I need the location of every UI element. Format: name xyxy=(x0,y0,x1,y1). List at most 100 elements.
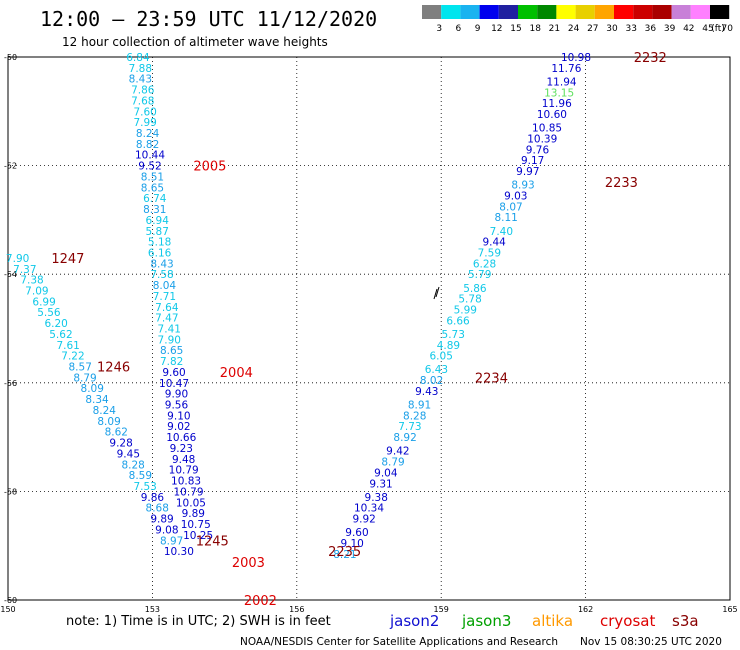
swh-value: 9.10 xyxy=(167,410,190,422)
swh-value: 8.04 xyxy=(153,280,177,292)
pass-time: 2232 xyxy=(634,51,667,66)
map-grid xyxy=(7,56,731,601)
pass-time: 2234 xyxy=(475,371,508,386)
axis-labels: 150 153 156 159 162 165 -50 -52 -54 -56 -58 -60 xyxy=(0,53,737,614)
swh-value: 9.04 xyxy=(374,467,398,479)
swh-value: 7.47 xyxy=(155,313,178,325)
legend-swatch xyxy=(652,5,672,19)
legend-label: 27 xyxy=(587,24,598,34)
swh-value: 8.28 xyxy=(121,459,144,471)
swh-value: 9.48 xyxy=(172,454,195,466)
swh-value: 9.76 xyxy=(526,144,550,156)
pass-time: 1247 xyxy=(51,252,84,267)
swh-value: 9.44 xyxy=(482,237,506,249)
legend-label: 70 xyxy=(721,24,733,34)
swh-value: 7.58 xyxy=(150,269,173,281)
legend-label: 36 xyxy=(645,24,657,34)
swh-value: 11.94 xyxy=(547,76,577,88)
swh-value: 10.25 xyxy=(183,530,213,542)
legend-swatch xyxy=(537,5,557,19)
x-tick-label: 156 xyxy=(289,605,304,614)
legend-swatch xyxy=(441,5,461,19)
swh-value: 4.89 xyxy=(437,340,460,352)
swh-value: 8.43 xyxy=(150,258,173,270)
swh-value: 8.82 xyxy=(136,139,159,151)
swh-value: 5.78 xyxy=(458,294,481,306)
swh-value: 8.24 xyxy=(136,128,160,140)
x-tick-label: 153 xyxy=(145,605,160,614)
swh-value: 8.43 xyxy=(129,74,152,86)
swh-value: 6.16 xyxy=(148,247,172,259)
swh-value: 7.41 xyxy=(158,324,181,336)
y-tick-label: -56 xyxy=(4,379,17,388)
legend-swatch xyxy=(479,5,499,19)
swh-value: 8.09 xyxy=(97,416,120,428)
y-tick-label: -52 xyxy=(4,162,17,171)
legend-label: 39 xyxy=(664,24,676,34)
swh-value: 5.99 xyxy=(454,304,477,316)
swh-value: 8.79 xyxy=(73,372,96,384)
legend-label: 30 xyxy=(606,24,618,34)
swh-value: 8.91 xyxy=(408,400,431,412)
swh-value: 9.31 xyxy=(369,478,392,490)
y-tick-label: -60 xyxy=(4,596,17,605)
legend-swatch xyxy=(671,5,691,19)
swh-value: 9.43 xyxy=(415,386,438,398)
swh-value: 5.18 xyxy=(148,237,171,249)
pin-icon xyxy=(433,286,440,300)
swh-value: 10.85 xyxy=(532,123,562,135)
swh-value: 7.60 xyxy=(133,106,156,118)
swh-value: 10.34 xyxy=(354,503,384,515)
swh-value: 5.73 xyxy=(442,329,465,341)
swh-value: 9.45 xyxy=(117,448,140,460)
map-title: 12:00 – 23:59 UTC 11/12/2020 xyxy=(40,7,377,31)
satellite-name: cryosat xyxy=(600,612,655,630)
swh-value: 8.51 xyxy=(141,171,164,183)
swh-value: 7.22 xyxy=(61,351,84,363)
swh-value: 6.99 xyxy=(32,296,55,308)
pass-time: 2003 xyxy=(232,556,265,571)
swh-value: 9.90 xyxy=(165,389,188,401)
swh-value: 7.64 xyxy=(155,302,179,314)
swh-value: 5.62 xyxy=(49,329,72,341)
swh-value: 9.23 xyxy=(170,443,193,455)
map-subtitle: 12 hour collection of altimeter wave hei… xyxy=(62,35,328,49)
pass-time: 2004 xyxy=(220,366,253,381)
swh-value: 9.42 xyxy=(386,446,409,458)
swh-value: 8.62 xyxy=(105,427,128,439)
legend-label: 24 xyxy=(568,24,580,34)
swh-value: 8.02 xyxy=(420,375,443,387)
swh-value: 7.68 xyxy=(131,95,154,107)
timestamp-text: Nov 15 08:30:25 UTC 2020 xyxy=(580,636,722,648)
swh-value: 9.60 xyxy=(162,367,185,379)
legend-unit: (ft) xyxy=(711,24,725,34)
pass-time: 2233 xyxy=(605,176,638,191)
swh-value: 6.20 xyxy=(44,318,67,330)
swh-value: 6.94 xyxy=(146,215,170,227)
swh-value: 7.53 xyxy=(133,481,156,493)
swh-value: 5.79 xyxy=(468,269,491,281)
footer-note: note: 1) Time is in UTC; 2) SWH is in fe… xyxy=(66,614,331,629)
swh-value: 8.68 xyxy=(146,503,169,515)
swh-value: 8.31 xyxy=(143,204,166,216)
swh-value: 6.74 xyxy=(143,193,167,205)
legend-swatch xyxy=(556,5,576,19)
legend-label: 12 xyxy=(491,24,502,34)
legend-label: 45 xyxy=(702,24,713,34)
swh-value: 8.59 xyxy=(129,470,152,482)
swh-value: 9.10 xyxy=(340,538,363,550)
swh-value: 9.08 xyxy=(155,524,178,536)
swh-value: 7.38 xyxy=(20,275,43,287)
swh-value: 7.82 xyxy=(160,356,183,368)
swh-value: 8.28 xyxy=(403,410,426,422)
legend-swatch xyxy=(633,5,653,19)
swh-value: 9.52 xyxy=(138,161,161,173)
pass-time-labels: 2232 2233 2234 2235 2005 2004 2003 2002 1247 1246… xyxy=(51,51,667,609)
color-legend: 3 6 9 12 15 18 21 24 27 30 33 36 39 42 45 70(ft) xyxy=(422,5,733,34)
swh-value: 10.60 xyxy=(537,109,567,121)
satellite-legend: jason2 jason3 altika cryosat s3a xyxy=(389,612,699,630)
legend-label: 6 xyxy=(456,24,462,34)
swh-value: 8.93 xyxy=(511,180,534,192)
